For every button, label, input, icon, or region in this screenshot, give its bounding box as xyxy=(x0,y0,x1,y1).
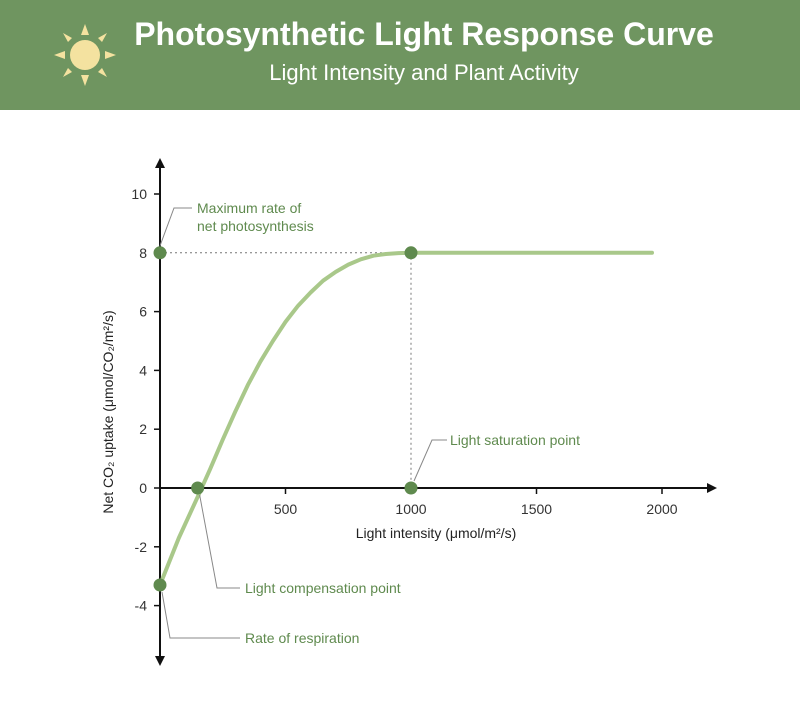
annotation-saturation: Light saturation point xyxy=(450,432,580,448)
leader-max-rate xyxy=(159,207,192,246)
annotation-max-rate-line1: Maximum rate of xyxy=(197,200,301,216)
x-tick-label: 1000 xyxy=(395,501,426,517)
response-curve xyxy=(158,250,654,587)
y-tick-label: 2 xyxy=(139,421,147,437)
x-tick-label: 2000 xyxy=(646,501,677,517)
y-tick-label: 4 xyxy=(139,362,147,378)
light-response-chart: 500 1000 1500 2000 -4 -2 0 2 4 6 8 10 Light intensi… xyxy=(100,158,717,666)
leader-compensation xyxy=(199,494,240,589)
y-tick-label: -4 xyxy=(135,598,148,614)
y-tick-label: 8 xyxy=(139,245,147,261)
key-points xyxy=(153,246,418,592)
x-tick-label: 500 xyxy=(274,501,298,517)
annotation-respiration: Rate of respiration xyxy=(245,630,359,646)
page-subtitle: Light Intensity and Plant Activity xyxy=(269,60,579,85)
point-respiration xyxy=(153,578,167,592)
tick-group: 500 1000 1500 2000 -4 -2 0 2 4 6 8 10 xyxy=(131,186,677,614)
x-axis-label: Light intensity (μmol/m²/s) xyxy=(356,525,517,541)
x-tick-label: 1500 xyxy=(521,501,552,517)
leader-respiration xyxy=(161,591,240,639)
header-banner: Photosynthetic Light Response Curve Ligh… xyxy=(0,0,800,110)
leader-saturation xyxy=(413,439,447,482)
annotation-leaders xyxy=(159,207,447,639)
point-compensation xyxy=(191,481,205,495)
y-tick-label: -2 xyxy=(135,539,148,555)
sun-icon xyxy=(54,24,116,86)
guide-lines xyxy=(160,252,412,488)
y-tick-label: 10 xyxy=(131,186,147,202)
point-saturation-axis xyxy=(404,481,418,495)
page-title: Photosynthetic Light Response Curve xyxy=(134,16,714,52)
point-max-rate xyxy=(153,246,167,260)
annotation-compensation: Light compensation point xyxy=(245,580,401,596)
y-tick-label: 6 xyxy=(139,304,147,320)
chart-axes xyxy=(155,158,717,666)
point-saturation-curve xyxy=(404,246,418,260)
y-axis-label: Net CO₂ uptake (μmol/CO₂/m²/s) xyxy=(100,310,116,513)
annotation-max-rate-line2: net photosynthesis xyxy=(197,218,314,234)
y-tick-label: 0 xyxy=(139,480,147,496)
